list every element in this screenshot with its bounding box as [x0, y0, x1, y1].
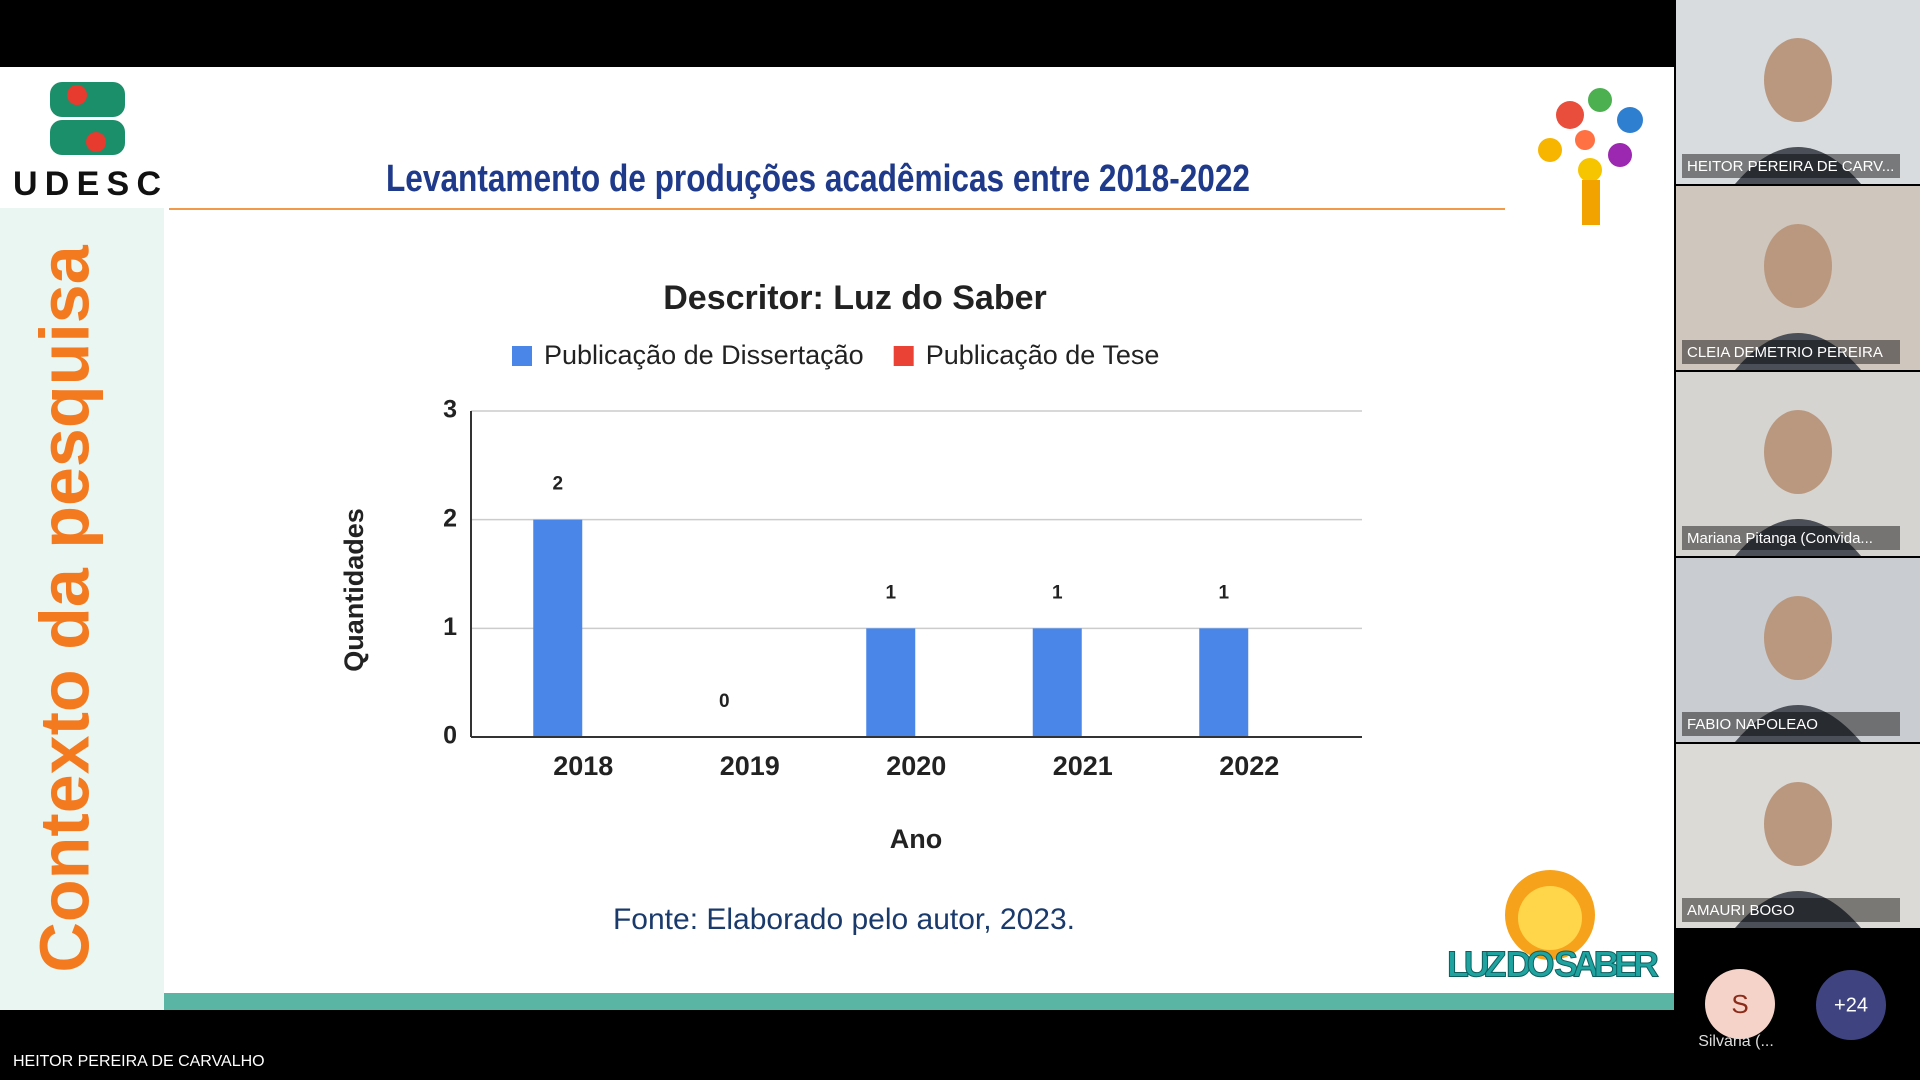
avatar-initial: S	[1731, 989, 1748, 1019]
participant-name: CLEIA DEMETRIO PEREIRA	[1687, 344, 1883, 361]
name-tag-bg	[1682, 154, 1900, 178]
participant-head	[1764, 410, 1832, 494]
slide-title: Levantamento de produções acadêmicas ent…	[386, 158, 1250, 200]
data-label: 1	[885, 582, 896, 603]
legend-swatch	[512, 346, 532, 366]
name-tag-bg	[1682, 712, 1900, 736]
participant-body	[1735, 333, 1861, 370]
more-participants[interactable]	[1816, 970, 1886, 1040]
participant-head	[1764, 224, 1832, 308]
bar	[866, 628, 916, 737]
chart-title: Descritor: Luz do Saber	[663, 279, 1047, 317]
slide	[0, 67, 1674, 1010]
bar	[1032, 628, 1082, 737]
y-tick-label: 0	[443, 722, 457, 750]
x-tick-label: 2018	[553, 751, 613, 781]
participant-body	[1735, 891, 1861, 928]
x-tick-label: 2019	[720, 751, 780, 781]
y-tick-label: 3	[443, 396, 457, 424]
x-tick-label: 2020	[886, 751, 946, 781]
name-tag-bg	[1682, 340, 1900, 364]
avatar-name: Silvana (...	[1698, 1033, 1774, 1050]
logo-text: UDESC	[13, 165, 161, 203]
data-label: 1	[1218, 582, 1229, 603]
legend-swatch	[893, 346, 914, 366]
participant-name: FABIO NAPOLEAO	[1687, 716, 1818, 733]
udesc-logo	[50, 82, 125, 155]
data-label: 0	[719, 691, 730, 712]
participant-name: Mariana Pitanga (Convida...	[1687, 530, 1873, 547]
y-axis-label: Quantidades	[339, 508, 369, 672]
x-tick-label: 2021	[1053, 751, 1113, 781]
y-tick-label: 1	[443, 613, 457, 641]
data-label: 1	[1052, 582, 1063, 603]
participant-body	[1735, 705, 1861, 742]
participant-body	[1735, 519, 1861, 556]
brand: LUZ DO SABER	[1447, 944, 1659, 985]
avatar[interactable]	[1705, 969, 1775, 1039]
participant-name: AMAURI BOGO	[1687, 902, 1795, 919]
name-tag-bg	[1682, 898, 1900, 922]
presenter-name: HEITOR PEREIRA DE CARVALHO	[13, 1053, 265, 1070]
participant-head	[1764, 782, 1832, 866]
participant-body	[1735, 147, 1861, 184]
tree-logo	[1538, 88, 1643, 225]
bar	[533, 519, 583, 737]
more-count: +24	[1834, 994, 1868, 1016]
x-tick-label: 2022	[1219, 751, 1279, 781]
source: Fonte: Elaborado pelo autor, 2023.	[613, 903, 1075, 936]
x-axis-label: Ano	[890, 824, 942, 854]
y-tick-label: 2	[443, 504, 457, 532]
participant-name: HEITOR PEREIRA DE CARV...	[1687, 158, 1894, 175]
sun-logo	[1505, 870, 1595, 960]
name-tag-bg	[1682, 526, 1900, 550]
legend-label: Publicação de Dissertação	[544, 340, 864, 370]
participant-head	[1764, 596, 1832, 680]
data-label: 2	[552, 474, 563, 495]
sidebar-title: Contexto da pesquisa	[25, 244, 103, 972]
bottom-band	[164, 993, 1674, 1010]
bar	[1199, 628, 1249, 737]
legend-label: Publicação de Tese	[926, 340, 1160, 370]
participant-head	[1764, 38, 1832, 122]
sidebar	[0, 208, 164, 1010]
